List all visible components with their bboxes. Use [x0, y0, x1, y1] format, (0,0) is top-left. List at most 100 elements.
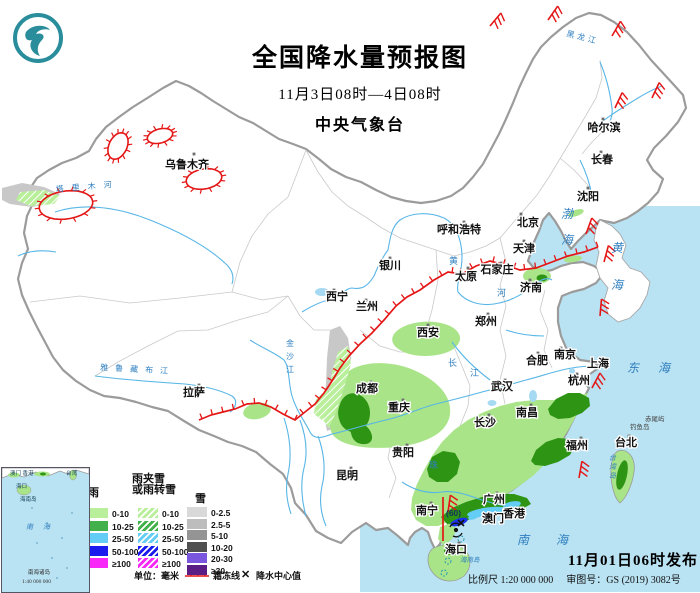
- city-label: 拉萨: [183, 385, 205, 399]
- city-dot: [600, 151, 603, 154]
- city-dot: [530, 404, 533, 407]
- map-meta: 比例尺 1:20 000 000 审图号：GS (2019) 3082号: [468, 571, 700, 586]
- legend-swatch: [187, 507, 207, 517]
- legend-range-label: 10-20: [211, 543, 233, 553]
- legend-range-label: 0-10: [162, 509, 179, 519]
- city-dot: [523, 240, 526, 243]
- city-dot: [529, 279, 532, 282]
- legend-swatch: [187, 519, 207, 529]
- legend-swatch: [187, 565, 207, 575]
- river-label: 沙: [286, 352, 294, 361]
- city-label: 太原: [454, 269, 477, 283]
- city-label: 长沙: [474, 415, 496, 429]
- city-dot: [198, 384, 201, 387]
- city-label: 台北: [615, 435, 637, 449]
- river-label: 江: [470, 368, 479, 378]
- city-label: 武汉: [491, 379, 514, 393]
- city-label: 西宁: [326, 289, 348, 303]
- cma-logo-icon: [12, 12, 64, 64]
- city-dot: [537, 352, 540, 355]
- city-label: 上海: [587, 356, 609, 370]
- title-block: 全国降水量预报图 11月3日08时—4日08时 中央气象台: [190, 38, 530, 135]
- release-time: 11月01日06时发布: [532, 549, 698, 570]
- city-label: 南昌: [516, 405, 538, 419]
- city-dot: [406, 444, 409, 447]
- wind-barb-icon: [548, 6, 564, 25]
- inset-label: 澳门 香港: [10, 469, 34, 477]
- forecast-period: 11月3日08时—4日08时: [190, 83, 530, 104]
- sea-label: 南: [517, 533, 531, 547]
- legend-range-label: 50-100: [162, 547, 188, 557]
- city-dot: [350, 467, 353, 470]
- river-label: 黄: [449, 255, 458, 266]
- cma-logo: [12, 12, 64, 64]
- legend-swatch: [187, 530, 207, 540]
- legend-group-title: 或雨转雪: [132, 481, 176, 497]
- legend-range-label: 25-50: [112, 534, 134, 544]
- city-label: 重庆: [388, 400, 410, 414]
- city-label: 兰州: [356, 299, 378, 313]
- legend-range-label: 20-30: [211, 554, 233, 564]
- river-label: 长: [448, 357, 457, 368]
- river-label: 金: [286, 338, 294, 348]
- legend-group-title: 雪: [195, 490, 206, 506]
- city-label: 贵阳: [392, 445, 414, 459]
- city-dot: [193, 153, 196, 156]
- city-label: 银川: [379, 258, 401, 272]
- legend-swatch: [138, 521, 158, 531]
- legend-swatch: [88, 533, 108, 543]
- sea-label: 东: [627, 361, 641, 375]
- city-label: 昆明: [336, 469, 358, 482]
- river-label: 河: [497, 287, 506, 298]
- legend-range-label: 25-50: [162, 534, 184, 544]
- legend-range-label: ≥100: [162, 559, 181, 569]
- inset-label: 海口: [16, 482, 27, 490]
- legend-swatch: [138, 533, 158, 543]
- city-dot: [402, 399, 405, 402]
- city-dot: [487, 313, 490, 316]
- agency-name: 中央气象台: [190, 111, 530, 135]
- legend-swatch: [88, 521, 108, 531]
- legend-swatch: [187, 553, 207, 563]
- city-dot: [427, 324, 430, 327]
- legend-range-label: 50-100: [112, 547, 138, 557]
- city-dot: [389, 257, 392, 260]
- legend-swatch: [88, 558, 108, 568]
- legend-range-label: 5-10: [211, 531, 228, 541]
- precip-center-x-icon: ✕: [241, 568, 250, 581]
- map-scale: 比例尺 1:20 000 000: [468, 571, 553, 586]
- city-dot: [467, 267, 470, 270]
- island-label: 钓鱼岛: [630, 422, 650, 431]
- city-label: 西安: [417, 325, 439, 339]
- legend-swatch: [187, 542, 207, 552]
- island-label: 台: [609, 454, 617, 462]
- city-label: 济南: [520, 280, 542, 294]
- city-dot: [430, 502, 433, 505]
- page-title: 全国降水量预报图: [190, 38, 530, 74]
- sea-label: 海: [561, 233, 575, 247]
- legend-swatch: [88, 508, 108, 518]
- inset-label: 海南岛: [20, 495, 37, 503]
- city-dot: [602, 118, 605, 121]
- city-label: 杭州: [568, 373, 590, 387]
- legend-swatch: [138, 558, 158, 568]
- city-label: 成都: [356, 381, 378, 395]
- city-label: 石家庄: [480, 262, 514, 276]
- inset-label: 南 海: [26, 522, 54, 532]
- city-label: 哈尔滨: [588, 120, 621, 134]
- sea-label: 渤: [561, 207, 575, 221]
- approval-number: 审图号：GS (2019) 3082号: [566, 571, 680, 586]
- city-dot: [520, 213, 523, 216]
- city-dot: [580, 437, 583, 440]
- city-label: 海口: [445, 542, 467, 556]
- city-label: 长春: [591, 152, 614, 166]
- city-label: 呼和浩特: [437, 222, 481, 236]
- city-dot: [587, 187, 590, 190]
- legend-swatch: [138, 508, 158, 518]
- center-value-label: 降水中心值: [256, 569, 301, 582]
- legend-range-label: ≥30: [211, 566, 225, 576]
- city-label: 天津: [513, 241, 535, 255]
